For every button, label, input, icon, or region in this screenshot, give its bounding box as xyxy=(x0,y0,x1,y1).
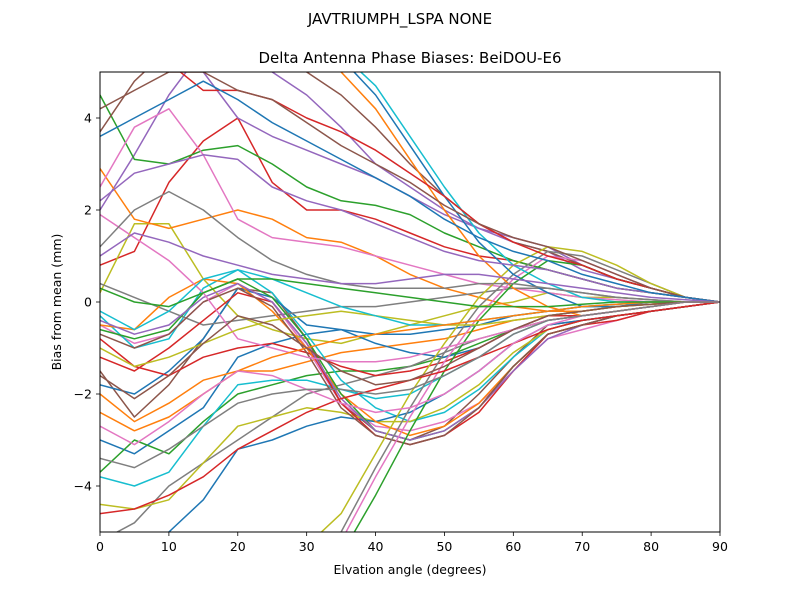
x-tick-label: 30 xyxy=(299,539,315,554)
x-axis-label: Elvation angle (degrees) xyxy=(333,562,486,577)
series-line-46 xyxy=(100,301,720,400)
x-tick-label: 0 xyxy=(96,539,104,554)
series-line-47 xyxy=(100,301,720,446)
series-line-29 xyxy=(320,246,720,532)
x-tick-label: 10 xyxy=(161,539,177,554)
series-line-10 xyxy=(100,269,720,423)
series-line-35 xyxy=(100,154,720,303)
x-tick-label: 80 xyxy=(643,539,659,554)
y-tick-label: 4 xyxy=(84,111,92,126)
chart-suptitle: JAVTRIUMPH_LSPA NONE xyxy=(307,10,492,29)
series-line-45 xyxy=(100,232,720,303)
y-axis: −4 −2 0 2 4 xyxy=(74,111,100,494)
series-line-21 xyxy=(165,301,720,532)
x-axis: 0 10 20 30 40 50 60 70 80 90 xyxy=(96,532,728,554)
x-tick-label: 40 xyxy=(368,539,384,554)
x-tick-label: 60 xyxy=(505,539,521,554)
series-line-17 xyxy=(100,108,720,303)
x-tick-label: 90 xyxy=(712,539,728,554)
x-tick-label: 50 xyxy=(436,539,452,554)
y-tick-label: 0 xyxy=(84,295,92,310)
x-tick-label: 20 xyxy=(230,539,246,554)
series-line-14 xyxy=(100,301,720,377)
chart-title: Delta Antenna Phase Biases: BeiDOU-E6 xyxy=(259,49,562,67)
series-line-19 xyxy=(100,301,720,510)
series-line-34 xyxy=(179,72,720,303)
y-tick-label: 2 xyxy=(84,203,92,218)
series-line-31 xyxy=(353,72,720,308)
series-line-36 xyxy=(100,72,720,303)
y-axis-label: Bias from mean (mm) xyxy=(49,234,64,371)
series-group xyxy=(100,72,720,532)
series-line-43 xyxy=(100,278,720,308)
x-tick-label: 70 xyxy=(574,539,590,554)
series-line-48 xyxy=(100,301,720,469)
y-tick-label: −2 xyxy=(74,387,92,402)
y-tick-label: −4 xyxy=(74,479,92,494)
series-line-41 xyxy=(100,80,720,303)
series-line-38 xyxy=(100,190,720,303)
